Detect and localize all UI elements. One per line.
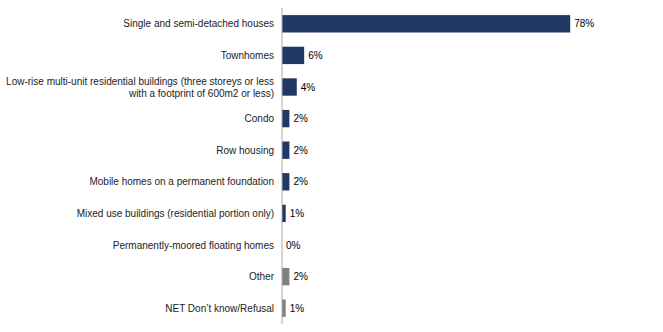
y-tick-label: Mixed use buildings (residential portion… (77, 208, 274, 219)
data-label: 1% (290, 303, 305, 314)
bar (282, 173, 289, 190)
data-labels: 78% 6% 4% 2% 2% 2% 1% 0% 2% 1% (286, 18, 594, 313)
y-tick-label: Other (249, 271, 275, 282)
data-label: 4% (301, 82, 316, 93)
data-label: 2% (293, 113, 308, 124)
y-tick-label: Permanently-moored floating homes (113, 240, 274, 251)
bar (282, 47, 304, 64)
y-tick-label: Townhomes (221, 50, 274, 61)
y-tick-label: NET Don’t know/Refusal (165, 303, 274, 314)
data-label: 78% (574, 18, 594, 29)
data-label: 2% (293, 176, 308, 187)
bar (282, 142, 289, 159)
bar (282, 300, 286, 317)
chart: Single and semi-detached houses Townhomes… (0, 0, 663, 332)
y-tick-label: Single and semi-detached houses (123, 18, 274, 29)
bar (282, 268, 289, 285)
bars (282, 15, 570, 317)
y-tick-label: Condo (245, 113, 275, 124)
y-axis-line (282, 8, 283, 324)
data-label: 2% (293, 271, 308, 282)
data-label: 0% (286, 240, 301, 251)
data-label: 1% (290, 208, 305, 219)
bar (282, 78, 297, 95)
y-tick-label: Row housing (216, 145, 274, 156)
data-label: 6% (308, 50, 323, 61)
data-label: 2% (293, 145, 308, 156)
y-tick-label: Low-rise multi-unit residential building… (6, 76, 274, 99)
bar (282, 15, 570, 32)
bar (282, 110, 289, 127)
y-tick-label: Mobile homes on a permanent foundation (89, 176, 274, 187)
y-tick-labels: Single and semi-detached houses Townhomes… (6, 18, 275, 313)
bar (282, 205, 286, 222)
